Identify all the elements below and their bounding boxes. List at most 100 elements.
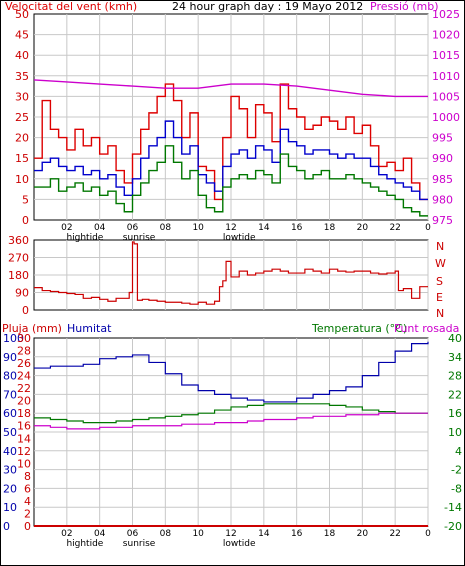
humidity-ytick-20: 20: [3, 482, 17, 495]
humidity-ytick-40: 40: [3, 445, 17, 458]
rain-ytick-30: 30: [17, 332, 31, 345]
label-layer: 0510152025303540455097598098599099510001…: [3, 8, 462, 549]
wind-xtick-02: 02: [61, 223, 72, 233]
wind-xtick-16: 16: [291, 223, 303, 233]
wind-xtick-08: 08: [160, 223, 172, 233]
compass-n-bottom: N: [436, 307, 444, 320]
climate-annotation-sunrise: sunrise: [123, 539, 156, 549]
climate-annotation-hightide: hightide: [66, 539, 103, 549]
climate-xtick-08: 08: [160, 529, 172, 539]
wind-xtick-04: 04: [94, 223, 106, 233]
pressure-ytick-975: 975: [432, 214, 453, 227]
humidity-ytick-70: 70: [3, 388, 17, 401]
climate-xtick-04: 04: [94, 529, 106, 539]
direction-ytick-90: 90: [15, 287, 29, 300]
direction-ytick-0: 0: [22, 304, 29, 317]
wind-annotation-hightide: hightide: [66, 233, 103, 243]
compass-s: S: [436, 275, 443, 288]
rain-ytick-10: 10: [17, 457, 31, 470]
wind-xtick-14: 14: [258, 223, 270, 233]
wind-ytick-50: 50: [15, 8, 29, 21]
temperature-ytick--20: -20: [444, 520, 462, 533]
humidity-ytick-60: 60: [3, 407, 17, 420]
series-minimum: [34, 145, 428, 217]
humidity-ytick-10: 10: [3, 501, 17, 514]
pressure-ytick-1020: 1020: [432, 29, 460, 42]
series-temperature: [34, 403, 428, 424]
graph-title: 24 hour graph day : 19 Mayo 2012: [172, 0, 363, 13]
climate-xtick-20: 20: [357, 529, 369, 539]
rain-ytick-16: 16: [17, 420, 31, 433]
humidity-ytick-0: 0: [3, 520, 10, 533]
direction-ytick-270: 270: [8, 252, 29, 265]
temperature-ytick-22: 22: [448, 388, 462, 401]
temperature-ytick-10: 10: [448, 426, 462, 439]
wind-xtick-22: 22: [389, 223, 400, 233]
compass-n-top: N: [436, 240, 444, 253]
temperature-ytick-34: 34: [448, 351, 462, 364]
rain-ytick-24: 24: [17, 370, 31, 383]
pressure-ytick-1015: 1015: [432, 49, 460, 62]
pressure-ytick-1010: 1010: [432, 70, 460, 83]
rain-ytick-20: 20: [17, 395, 31, 408]
rain-ytick-8: 8: [24, 470, 31, 483]
wind-title: Velocitat del vent (kmh): [5, 0, 137, 13]
temperature-ytick-40: 40: [448, 332, 462, 345]
pressure-ytick-1005: 1005: [432, 90, 460, 103]
wind-xtick-06: 06: [127, 223, 139, 233]
series-average: [34, 120, 428, 201]
rain-ytick-0: 0: [24, 520, 31, 533]
climate-annotation-lowtide: lowtide: [223, 539, 256, 549]
pressure-ytick-995: 995: [432, 132, 453, 145]
rain-title: Pluja (mm): [2, 322, 62, 335]
rain-ytick-22: 22: [17, 382, 31, 395]
temperature-ytick-16: 16: [448, 407, 462, 420]
wind-xtick-12: 12: [225, 223, 236, 233]
climate-xtick-14: 14: [258, 529, 270, 539]
humidity-ytick-100: 100: [3, 332, 24, 345]
rain-ytick-2: 2: [24, 507, 31, 520]
pressure-ytick-985: 985: [432, 173, 453, 186]
wind-xtick-0: 0: [425, 223, 431, 233]
humidity-ytick-90: 90: [3, 351, 17, 364]
temperature-ytick--14: -14: [444, 501, 462, 514]
wind-ytick-45: 45: [15, 29, 29, 42]
direction-ytick-360: 360: [8, 234, 29, 247]
climate-xtick-0: 0: [425, 529, 431, 539]
climate-xtick-02: 02: [61, 529, 72, 539]
wind-annotation-lowtide: lowtide: [223, 233, 256, 243]
climate-xtick-10: 10: [192, 529, 204, 539]
humidity-ytick-50: 50: [3, 426, 17, 439]
wind-ytick-20: 20: [15, 132, 29, 145]
dewpoint-title: Punt rosada: [394, 322, 459, 335]
wind-ytick-10: 10: [15, 173, 29, 186]
series-gust: [34, 83, 428, 201]
compass-e: E: [436, 291, 443, 304]
series-humidity: [34, 341, 429, 403]
wind-ytick-40: 40: [15, 49, 29, 62]
wind-xtick-20: 20: [357, 223, 369, 233]
wind-ytick-35: 35: [15, 70, 29, 83]
temperature-ytick-28: 28: [448, 370, 462, 383]
rain-ytick-18: 18: [17, 407, 31, 420]
climate-xtick-12: 12: [225, 529, 236, 539]
rain-ytick-14: 14: [17, 432, 31, 445]
series-direction: [34, 241, 428, 305]
rain-ytick-28: 28: [17, 345, 31, 358]
pressure-ytick-1025: 1025: [432, 8, 460, 21]
wind-annotation-sunrise: sunrise: [123, 233, 156, 243]
temperature-ytick--2: -2: [451, 464, 462, 477]
wind-ytick-5: 5: [22, 193, 29, 206]
temperature-title: Temperatura (°C): [311, 322, 407, 335]
climate-xtick-18: 18: [324, 529, 336, 539]
series-dewpoint: [34, 412, 428, 430]
pressure-ytick-980: 980: [432, 193, 453, 206]
wind-xtick-18: 18: [324, 223, 336, 233]
wind-ytick-25: 25: [15, 111, 29, 124]
humidity-ytick-30: 30: [3, 464, 17, 477]
series-pressure: [33, 79, 428, 98]
rain-ytick-4: 4: [24, 495, 31, 508]
temperature-ytick-4: 4: [455, 445, 462, 458]
